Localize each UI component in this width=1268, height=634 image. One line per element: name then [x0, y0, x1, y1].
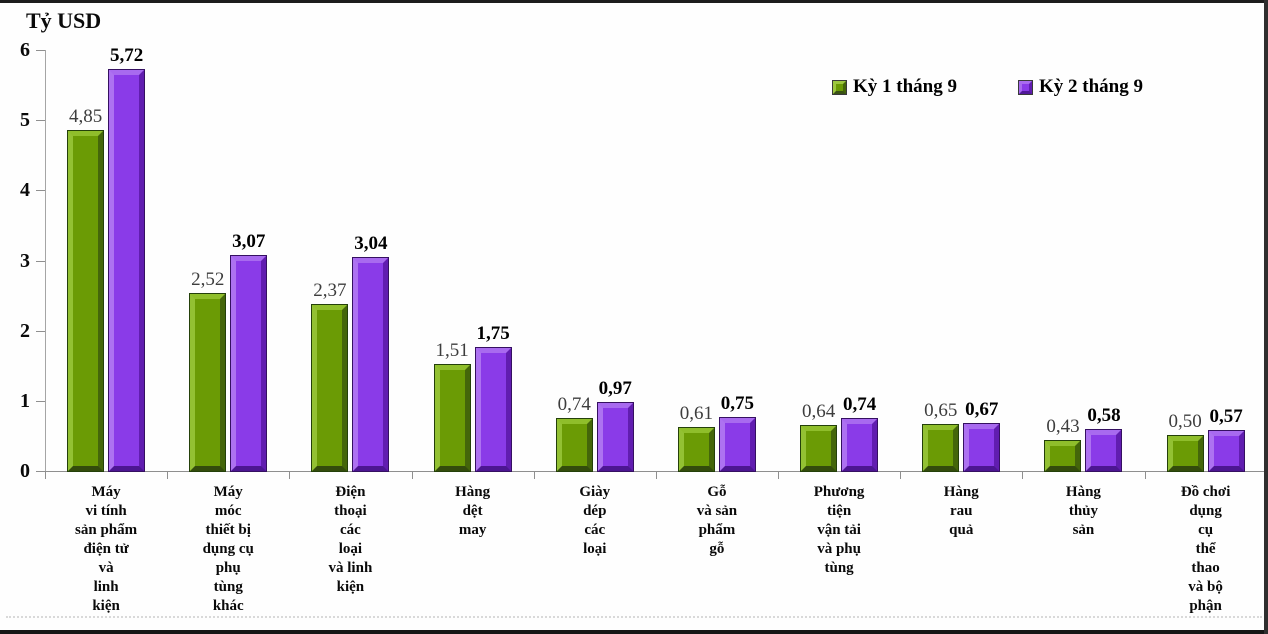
y-tick	[36, 471, 45, 472]
x-tick	[1144, 471, 1146, 479]
y-tick-label: 5	[20, 109, 30, 132]
frame-border-right	[1264, 0, 1268, 634]
bar-value-label: 0,50	[1168, 411, 1202, 432]
y-tick-label: 3	[20, 249, 30, 272]
category-label: Gỗ và sản phẩm gỗ	[696, 484, 738, 557]
bar-ky2-8	[964, 424, 1000, 471]
bar-ky1-3	[312, 305, 348, 471]
bar-value-label: 0,57	[1209, 406, 1243, 427]
bar-value-label: 0,65	[924, 400, 958, 421]
legend-label-ky1: Kỳ 1 tháng 9	[853, 76, 957, 97]
legend-swatch-green-icon	[833, 80, 846, 94]
bar-ky2-3	[353, 258, 389, 471]
bar-ky1-2	[190, 294, 226, 471]
bar-ky1-1	[68, 131, 104, 471]
bar-value-label: 0,74	[557, 394, 591, 415]
y-tick	[36, 260, 45, 262]
category-label: Điện thoại các loại và linh kiện	[328, 484, 373, 595]
x-tick	[655, 471, 657, 479]
bar-value-label: 0,67	[965, 399, 999, 420]
bar-value-label: 3,07	[232, 231, 266, 252]
bar-ky1-6	[678, 428, 714, 471]
category-label: Máy vi tính sản phẩm điện tử và linh kiệ…	[75, 484, 138, 614]
category-label: Máy móc thiết bị dụng cụ phụ tùng khác	[202, 484, 254, 614]
y-tick	[36, 50, 45, 51]
category-label: Hàng rau quả	[943, 484, 979, 538]
bar-ky2-7	[842, 419, 878, 471]
x-tick	[533, 471, 535, 479]
bar-value-label: 0,74	[842, 394, 877, 415]
y-tick	[36, 400, 45, 402]
y-tick-label: 2	[20, 319, 30, 342]
y-tick-label: 0	[20, 460, 30, 482]
x-tick	[1022, 471, 1024, 479]
bar-value-label: 2,52	[191, 269, 225, 290]
x-tick	[900, 471, 902, 479]
bar-ky2-10	[1208, 431, 1244, 471]
category-label: Giày dép các loại	[579, 484, 611, 557]
legend-swatch-purple-icon	[1019, 80, 1032, 94]
legend-item-ky2-thang-9: Kỳ 2 tháng 9	[1019, 76, 1143, 98]
bar-value-label: 5,72	[109, 45, 144, 66]
legend-item-ky1-thang-9: Kỳ 1 tháng 9	[833, 76, 957, 98]
bar-value-label: 1,75	[476, 323, 510, 344]
frame-border-bottom	[0, 630, 1268, 634]
bar-ky1-5	[556, 419, 592, 471]
category-label: Phương tiện vận tải và phụ tùng	[813, 484, 865, 576]
x-tick	[289, 471, 291, 479]
x-tick	[167, 471, 169, 479]
y-axis-unit-label: Tỷ USD	[26, 8, 102, 33]
y-tick	[36, 330, 45, 332]
bar-value-label: 4,85	[68, 106, 103, 127]
bar-ky2-4	[475, 348, 511, 471]
bar-ky2-9	[1086, 430, 1122, 471]
bar-value-label: 0,43	[1046, 416, 1080, 437]
x-tick	[411, 471, 413, 479]
bar-value-label: 0,64	[801, 401, 836, 422]
frame-border-top	[0, 0, 1268, 3]
legend-label-ky2: Kỳ 2 tháng 9	[1039, 76, 1143, 97]
y-axis-line	[45, 50, 46, 471]
bar-value-label: 1,51	[435, 340, 469, 361]
bar-ky2-2	[231, 256, 267, 471]
bar-value-label: 2,37	[313, 280, 347, 301]
bar-value-label: 0,61	[679, 403, 714, 424]
legend: Kỳ 1 tháng 9 Kỳ 2 tháng 9	[833, 76, 1143, 98]
bar-ky1-10	[1167, 436, 1203, 471]
bar-ky1-7	[801, 426, 837, 471]
y-tick	[36, 120, 45, 122]
bar-ky2-5	[597, 403, 633, 471]
bar-ky1-4	[434, 365, 470, 471]
bar-value-label: 3,04	[354, 233, 388, 254]
bottom-dotted-divider	[6, 616, 1262, 618]
bar-ky2-6	[719, 418, 755, 471]
y-tick-label: 4	[20, 179, 30, 202]
bar-value-label: 0,97	[598, 378, 632, 399]
x-tick	[778, 471, 780, 479]
y-tick-label: 6	[20, 39, 30, 61]
y-tick-label: 1	[20, 389, 30, 412]
bar-value-label: 0,75	[720, 393, 755, 414]
category-label: Đồ chơi dụng cụ thể thao và bộ phận	[1180, 484, 1231, 614]
bar-value-label: 0,58	[1087, 405, 1121, 426]
bar-ky2-1	[109, 70, 145, 471]
category-label: Hàng thủy sản	[1065, 484, 1101, 538]
bar-ky1-9	[1045, 441, 1081, 471]
bar-ky1-8	[923, 425, 959, 471]
category-label: Hàng dệt may	[455, 484, 491, 538]
x-tick	[45, 471, 46, 479]
y-tick	[36, 190, 45, 192]
